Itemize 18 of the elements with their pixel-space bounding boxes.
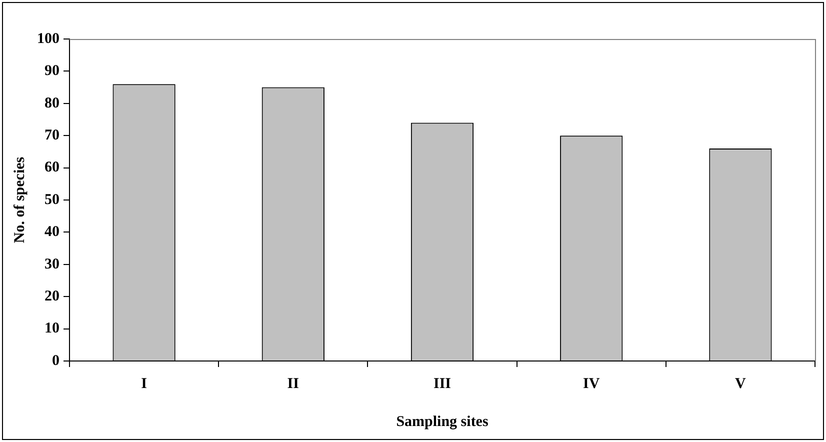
y-tick-label: 20: [44, 288, 60, 304]
x-tick-label: I: [141, 376, 148, 392]
y-tick-label: 30: [44, 256, 60, 272]
y-tick-label: 90: [44, 63, 60, 80]
y-tick-label: 60: [44, 160, 60, 176]
y-tick-label: 50: [44, 192, 60, 208]
y-tick-label: 70: [44, 127, 60, 144]
x-tick-label: III: [433, 376, 452, 392]
x-axis-title: Sampling sites: [396, 414, 488, 430]
y-tick-label: 80: [44, 95, 60, 112]
x-tick-label: IV: [583, 376, 600, 392]
y-tick-label: 0: [52, 352, 60, 369]
y-axis-title: No. of species: [12, 156, 28, 244]
x-tick-label: V: [735, 376, 746, 392]
x-tick-label: II: [287, 376, 300, 392]
y-tick-label: 40: [44, 224, 60, 240]
y-tick-label: 10: [44, 320, 60, 337]
y-tick-label: 100: [37, 30, 60, 47]
